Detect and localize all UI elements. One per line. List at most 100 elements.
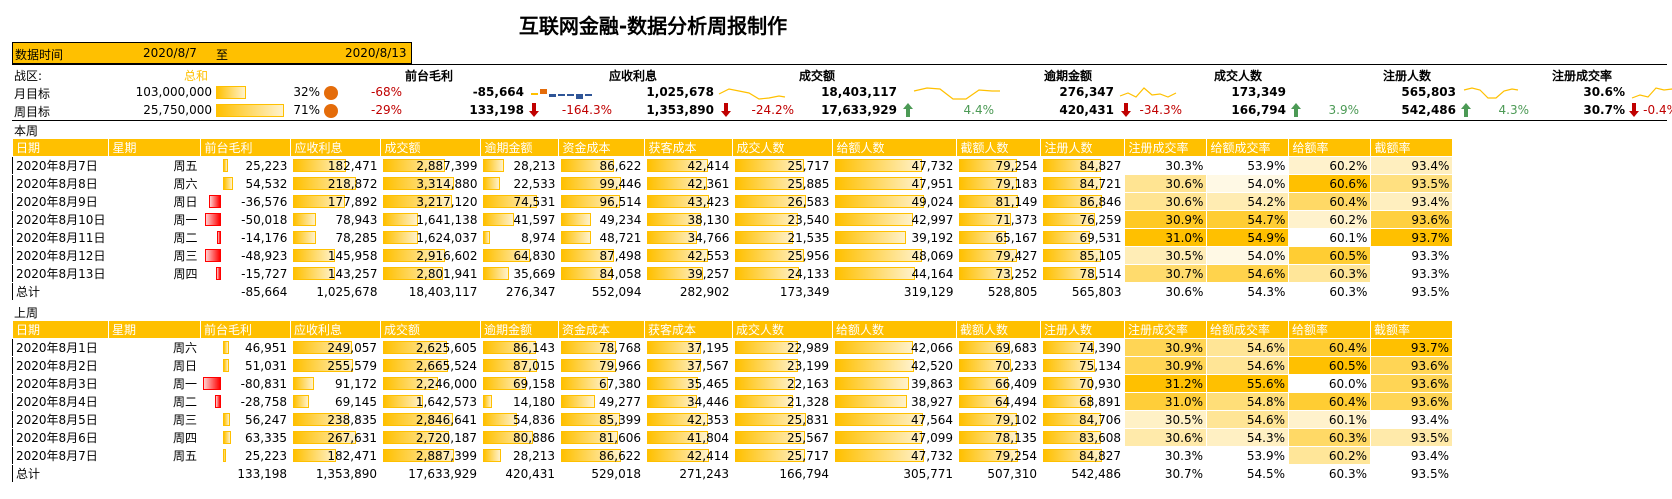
month-change: -68% bbox=[370, 85, 402, 99]
cell-给额率: 60.5% bbox=[1288, 246, 1372, 265]
cell-资金成本: 86,622 bbox=[558, 446, 645, 465]
table-row: 2020年8月11日 周二 -14,176 78,285 1,624,037 8,974 4… bbox=[11, 228, 1454, 247]
column-header[interactable]: 给额成交率 bbox=[1206, 138, 1290, 157]
cell-截额人数: 70,233 bbox=[956, 356, 1041, 375]
cell-成交额: 2,846,641 bbox=[380, 410, 481, 429]
column-header[interactable]: 注册成交率 bbox=[1124, 320, 1207, 339]
cell-给额人数: 42,997 bbox=[832, 210, 958, 229]
date-to: 至 bbox=[216, 48, 229, 62]
column-header[interactable]: 成交人数 bbox=[732, 138, 834, 157]
cell-前台毛利: 56,247 bbox=[200, 410, 291, 429]
metric-change: -34.3% bbox=[1139, 103, 1182, 117]
metric-name: 成交额 bbox=[799, 69, 836, 83]
column-header[interactable]: 逾期金额 bbox=[480, 320, 559, 339]
row-weekday: 周五 bbox=[108, 446, 201, 465]
column-header[interactable]: 前台毛利 bbox=[200, 320, 291, 339]
cell-应收利息: 182,471 bbox=[290, 156, 382, 175]
metric-prev: 133,198 bbox=[469, 103, 524, 117]
cell-获客成本: 38,130 bbox=[644, 210, 734, 229]
cell-给额人数: 42,066 bbox=[832, 338, 957, 357]
column-header[interactable]: 给额率 bbox=[1288, 138, 1372, 157]
column-header[interactable]: 资金成本 bbox=[558, 320, 645, 339]
cell-成交额: 2,625,605 bbox=[380, 338, 481, 357]
cell-成交人数: 22,989 bbox=[732, 338, 833, 357]
date-end[interactable]: 2020/8/13 bbox=[345, 46, 407, 60]
total-cell: 319,129 bbox=[832, 282, 958, 301]
total-cell: 18,403,117 bbox=[380, 282, 482, 301]
section-this-week: 本周 bbox=[14, 124, 39, 138]
column-header[interactable]: 资金成本 bbox=[558, 138, 646, 157]
column-header[interactable]: 获客成本 bbox=[644, 138, 734, 157]
down-arrow-icon bbox=[1121, 103, 1131, 117]
cell-注册成交率: 30.9% bbox=[1124, 356, 1207, 375]
cell-应收利息: 69,145 bbox=[290, 392, 381, 411]
row-date: 2020年8月11日 bbox=[11, 228, 110, 247]
up-arrow-icon bbox=[1461, 103, 1471, 117]
cell-截额人数: 64,494 bbox=[956, 392, 1041, 411]
column-header[interactable]: 星期 bbox=[108, 320, 201, 339]
cell-成交额: 2,246,000 bbox=[380, 374, 481, 393]
row-date: 2020年8月2日 bbox=[12, 356, 109, 375]
cell-应收利息: 267,631 bbox=[290, 428, 381, 447]
column-header[interactable]: 成交额 bbox=[380, 138, 482, 157]
column-header[interactable]: 注册人数 bbox=[1040, 138, 1126, 157]
metric-change: -24.2% bbox=[751, 103, 794, 117]
cell-获客成本: 42,414 bbox=[644, 156, 734, 175]
cell-截额人数: 79,102 bbox=[956, 410, 1041, 429]
cell-给额人数: 47,099 bbox=[832, 428, 957, 447]
metric-name: 成交人数 bbox=[1214, 69, 1263, 83]
column-header[interactable]: 截额人数 bbox=[956, 320, 1041, 339]
total-cell: 552,094 bbox=[558, 282, 646, 301]
column-header[interactable]: 应收利息 bbox=[290, 320, 381, 339]
metric-value: 276,347 bbox=[1059, 85, 1114, 99]
column-header[interactable]: 逾期金额 bbox=[480, 138, 560, 157]
cell-给额率: 60.3% bbox=[1288, 264, 1372, 283]
total-cell: 271,243 bbox=[644, 464, 733, 483]
column-header[interactable]: 给额率 bbox=[1288, 320, 1371, 339]
cell-截额人数: 71,373 bbox=[956, 210, 1042, 229]
total-label: 总计 bbox=[11, 282, 110, 301]
cell-截额人数: 69,683 bbox=[956, 338, 1041, 357]
total-cell: 93.5% bbox=[1370, 464, 1453, 483]
week-target-value: 25,750,000 bbox=[143, 103, 212, 117]
row-date: 2020年8月1日 bbox=[12, 338, 109, 357]
column-header[interactable]: 截额率 bbox=[1370, 320, 1453, 339]
total-cell: 54.3% bbox=[1206, 282, 1290, 301]
total-cell: 54.5% bbox=[1206, 464, 1289, 483]
cell-获客成本: 35,465 bbox=[644, 374, 733, 393]
row-weekday: 周二 bbox=[108, 228, 202, 247]
column-header[interactable]: 成交额 bbox=[380, 320, 481, 339]
column-header[interactable]: 获客成本 bbox=[644, 320, 733, 339]
metric-prev: 166,794 bbox=[1231, 103, 1286, 117]
cell-逾期金额: 86,143 bbox=[480, 338, 559, 357]
total-cell: 305,771 bbox=[832, 464, 957, 483]
row-weekday: 周一 bbox=[108, 374, 201, 393]
cell-前台毛利: -28,758 bbox=[200, 392, 291, 411]
cell-给额成交率: 54.6% bbox=[1206, 410, 1289, 429]
column-header[interactable]: 成交人数 bbox=[732, 320, 833, 339]
total-cell: 507,310 bbox=[956, 464, 1041, 483]
column-header[interactable]: 给额成交率 bbox=[1206, 320, 1289, 339]
column-header[interactable]: 应收利息 bbox=[290, 138, 382, 157]
column-header[interactable]: 截额率 bbox=[1370, 138, 1454, 157]
column-header[interactable]: 日期 bbox=[12, 320, 109, 339]
column-header[interactable]: 星期 bbox=[108, 138, 202, 157]
column-header[interactable]: 日期 bbox=[11, 138, 110, 157]
column-header[interactable]: 前台毛利 bbox=[200, 138, 292, 157]
date-start[interactable]: 2020/8/7 bbox=[143, 46, 197, 60]
column-header[interactable]: 给额人数 bbox=[832, 138, 958, 157]
month-progress-bar bbox=[216, 86, 246, 99]
cell-注册成交率: 30.7% bbox=[1124, 264, 1208, 283]
column-header[interactable]: 注册人数 bbox=[1040, 320, 1125, 339]
sparkline-bar-icon bbox=[531, 89, 592, 99]
table-row: 2020年8月1日 周六 46,951 249,057 2,625,605 86,143 7… bbox=[12, 338, 1453, 357]
column-header[interactable]: 截额人数 bbox=[956, 138, 1042, 157]
cell-成交人数: 25,567 bbox=[732, 428, 833, 447]
cell-成交额: 2,887,399 bbox=[380, 156, 482, 175]
column-header[interactable]: 注册成交率 bbox=[1124, 138, 1208, 157]
cell-注册成交率: 30.6% bbox=[1124, 428, 1207, 447]
row-date: 2020年8月7日 bbox=[12, 446, 109, 465]
cell-获客成本: 37,567 bbox=[644, 356, 733, 375]
up-arrow-icon bbox=[903, 103, 913, 117]
column-header[interactable]: 给额人数 bbox=[832, 320, 957, 339]
